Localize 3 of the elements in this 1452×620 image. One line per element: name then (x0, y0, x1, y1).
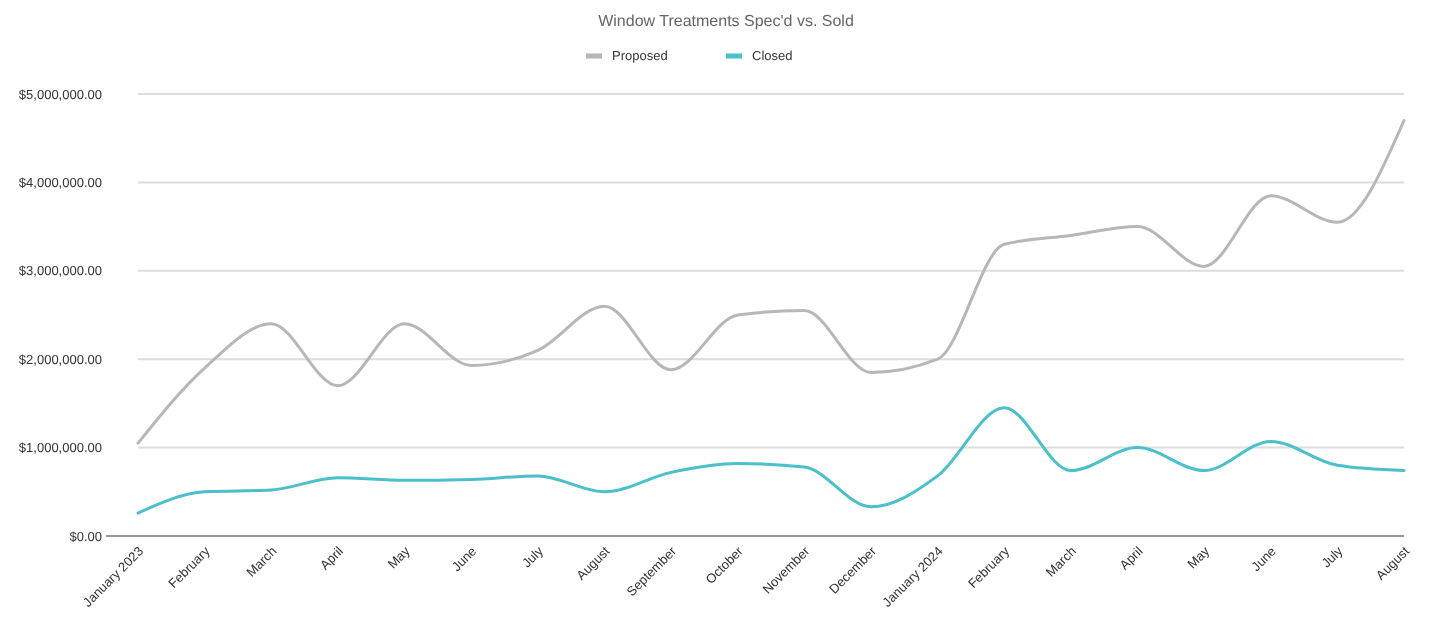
line-series (136, 406, 1406, 515)
line-series (136, 119, 1406, 445)
chart-title: Window Treatments Spec'd vs. Sold (598, 12, 854, 30)
